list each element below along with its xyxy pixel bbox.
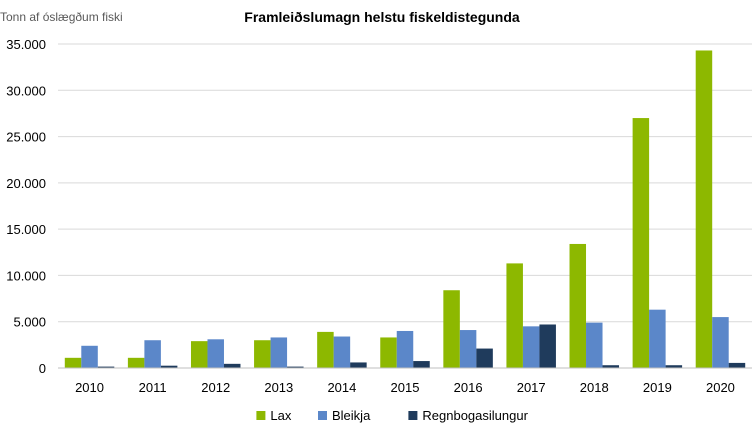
bar-lax-2012 bbox=[190, 341, 208, 368]
x-tick-label: 2018 bbox=[580, 380, 609, 395]
legend-label-regnbogasilungur: Regnbogasilungur bbox=[422, 408, 528, 423]
bar-lax-2017 bbox=[506, 263, 523, 368]
chart-title: Framleiðslumagn helstu fiskeldistegunda bbox=[244, 9, 520, 25]
bar-bleikja-2013 bbox=[270, 337, 288, 368]
bar-regnbogasilungur-2018 bbox=[602, 365, 620, 368]
x-tick-label: 2012 bbox=[201, 380, 230, 395]
bar-regnbogasilungur-2016 bbox=[476, 348, 493, 368]
legend-label-bleikja: Bleikja bbox=[332, 408, 371, 423]
bar-regnbogasilungur-2020 bbox=[728, 362, 746, 368]
bar-bleikja-2010 bbox=[81, 345, 98, 368]
bar-lax-2010 bbox=[64, 357, 82, 368]
bar-regnbogasilungur-2019 bbox=[665, 365, 683, 368]
x-tick-label: 2014 bbox=[327, 380, 356, 395]
y-axis-label: Tonn af óslægðum fiski bbox=[0, 10, 123, 24]
x-tick-label: 2010 bbox=[75, 380, 104, 395]
bar-lax-2014 bbox=[317, 331, 334, 368]
bar-regnbogasilungur-2014 bbox=[350, 362, 367, 368]
bar-lax-2018 bbox=[569, 243, 587, 368]
bars bbox=[64, 50, 746, 368]
bar-bleikja-2012 bbox=[207, 339, 224, 368]
bar-regnbogasilungur-2011 bbox=[160, 365, 178, 368]
bar-lax-2020 bbox=[695, 50, 713, 368]
legend: Lax Bleikja Regnbogasilungur bbox=[256, 408, 529, 423]
legend-swatch-regnbogasilungur bbox=[408, 411, 418, 420]
bar-lax-2016 bbox=[443, 290, 460, 368]
x-tick-label: 2013 bbox=[264, 380, 293, 395]
bar-bleikja-2016 bbox=[459, 330, 477, 368]
bar-bleikja-2015 bbox=[396, 330, 414, 368]
bar-lax-2015 bbox=[380, 337, 397, 368]
bar-regnbogasilungur-2010 bbox=[97, 366, 115, 368]
bar-regnbogasilungur-2013 bbox=[287, 366, 304, 368]
bar-regnbogasilungur-2012 bbox=[223, 363, 241, 368]
bar-lax-2011 bbox=[127, 357, 145, 368]
bar-bleikja-2011 bbox=[144, 340, 161, 368]
x-tick-label: 2017 bbox=[517, 380, 546, 395]
y-tick-label: 35.000 bbox=[6, 37, 46, 52]
y-tick-label: 10.000 bbox=[6, 268, 46, 283]
bar-regnbogasilungur-2015 bbox=[413, 361, 430, 368]
bar-bleikja-2017 bbox=[522, 326, 540, 368]
bar-bleikja-2014 bbox=[333, 336, 351, 368]
bar-bleikja-2020 bbox=[712, 317, 729, 368]
legend-label-lax: Lax bbox=[270, 408, 291, 423]
y-tick-label: 15.000 bbox=[6, 222, 46, 237]
bar-lax-2013 bbox=[254, 340, 271, 368]
legend-swatch-bleikja bbox=[318, 411, 327, 420]
bar-lax-2019 bbox=[632, 118, 650, 368]
bar-regnbogasilungur-2017 bbox=[539, 324, 556, 368]
y-tick-label: 5.000 bbox=[13, 315, 46, 330]
gridlines bbox=[58, 43, 752, 323]
x-tick-label: 2019 bbox=[643, 380, 672, 395]
y-tick-label: 30.000 bbox=[6, 83, 46, 98]
y-tick-label: 0 bbox=[39, 361, 46, 376]
x-tick-label: 2020 bbox=[706, 380, 735, 395]
x-tick-label: 2016 bbox=[454, 380, 483, 395]
y-tick-label: 25.000 bbox=[6, 130, 46, 145]
x-axis-ticks: 2010 2011 2012 2013 2014 2015 2016 2017 2018 2019… bbox=[75, 380, 735, 395]
bar-bleikja-2018 bbox=[586, 322, 603, 368]
y-axis-ticks: 0 5.000 10.000 15.000 20.000 25.000 30.000 35.0… bbox=[6, 37, 46, 376]
x-tick-label: 2011 bbox=[139, 380, 167, 395]
x-tick-label: 2015 bbox=[391, 380, 420, 395]
y-tick-label: 20.000 bbox=[6, 176, 46, 191]
bar-bleikja-2019 bbox=[649, 309, 666, 368]
legend-swatch-lax bbox=[256, 411, 266, 420]
